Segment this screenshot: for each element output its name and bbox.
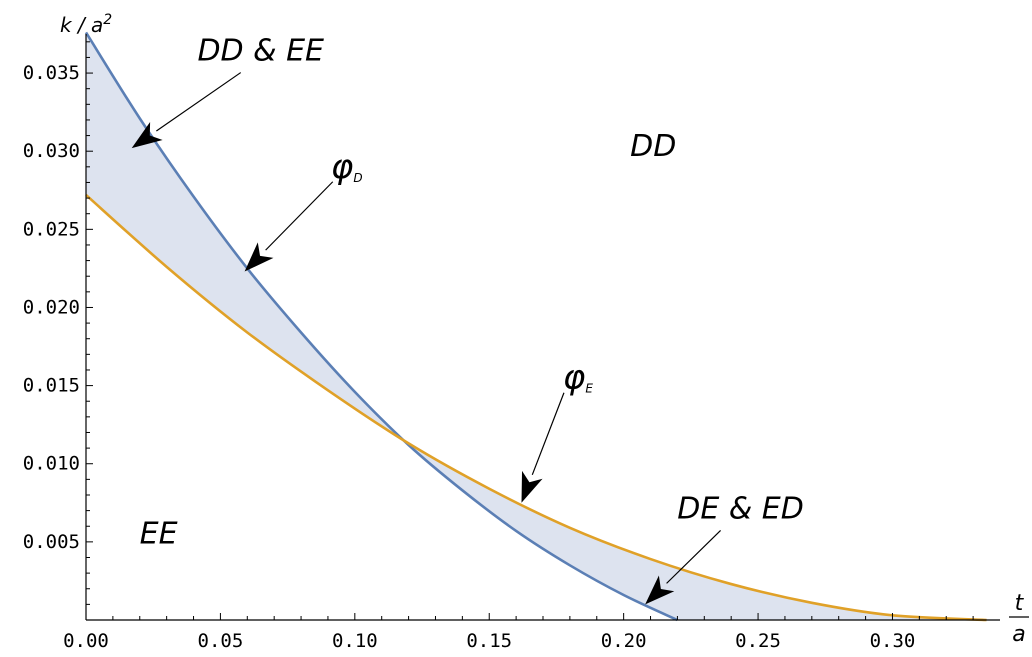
y-tick-label: 0.025	[23, 218, 80, 240]
annotation-de-ed: DE & ED	[645, 491, 804, 605]
series-line-phi-d	[84, 31, 678, 622]
x-axis-label-numerator: t	[1015, 591, 1025, 616]
annotation-label: φD	[331, 147, 363, 187]
y-tick-label: 0.020	[23, 296, 80, 318]
region-label-ee: EE	[140, 516, 178, 551]
annotation-phi-e: φE	[521, 358, 593, 503]
y-tick-label: 0.005	[23, 531, 80, 553]
x-tick-label: 0.30	[870, 630, 916, 652]
fill-between-region	[86, 32, 987, 620]
y-tick-label: 0.015	[23, 375, 80, 397]
y-tick-label: 0.035	[23, 62, 80, 84]
x-tick-label: 0.10	[332, 630, 378, 652]
x-tick-label: 0.25	[735, 630, 781, 652]
x-tick-label: 0.15	[466, 630, 512, 652]
annotation-arrow-line	[531, 392, 565, 476]
x-axis-label: t a	[1009, 591, 1029, 647]
annotation-label: DD & EE	[197, 34, 324, 69]
annotation-arrow-head	[645, 575, 675, 605]
annotation-arrow-line	[265, 181, 334, 251]
annotation-dd-ee: DD & EE	[131, 34, 324, 149]
annotation-arrow-line	[666, 529, 722, 584]
x-tick-label: 0.05	[198, 630, 244, 652]
annotation-label: φE	[563, 358, 593, 398]
svg-text:k / a2: k / a2	[60, 12, 112, 37]
y-ticks: 0.005 0.010 0.015 0.020 0.025 0.030 0.035	[23, 41, 93, 605]
annotation-phi-d: φD	[244, 147, 363, 272]
x-tick-label: 0.20	[601, 630, 647, 652]
y-tick-label: 0.030	[23, 140, 80, 162]
series-line-phi-e	[85, 193, 987, 622]
annotations: DD & EE φD φE DE & ED	[131, 34, 804, 605]
region-labels: DD EE	[140, 129, 677, 552]
annotation-arrow-head	[131, 121, 163, 149]
y-tick-label: 0.010	[23, 453, 80, 475]
region-label-dd: DD	[630, 129, 676, 164]
x-axis-label-denominator: a	[1012, 622, 1025, 647]
annotation-arrow-head	[521, 470, 543, 503]
annotation-arrow-head	[244, 242, 274, 272]
series-layer	[84, 31, 987, 622]
y-axis-label: k / a2	[60, 12, 112, 37]
annotation-label: DE & ED	[677, 491, 804, 526]
x-tick-label: 0.00	[63, 630, 109, 652]
x-ticks: 0.00 0.05 0.10 0.15 0.20 0.25 0.30	[63, 613, 974, 652]
annotation-arrow-line	[156, 72, 242, 132]
fill-between-area	[86, 32, 987, 620]
